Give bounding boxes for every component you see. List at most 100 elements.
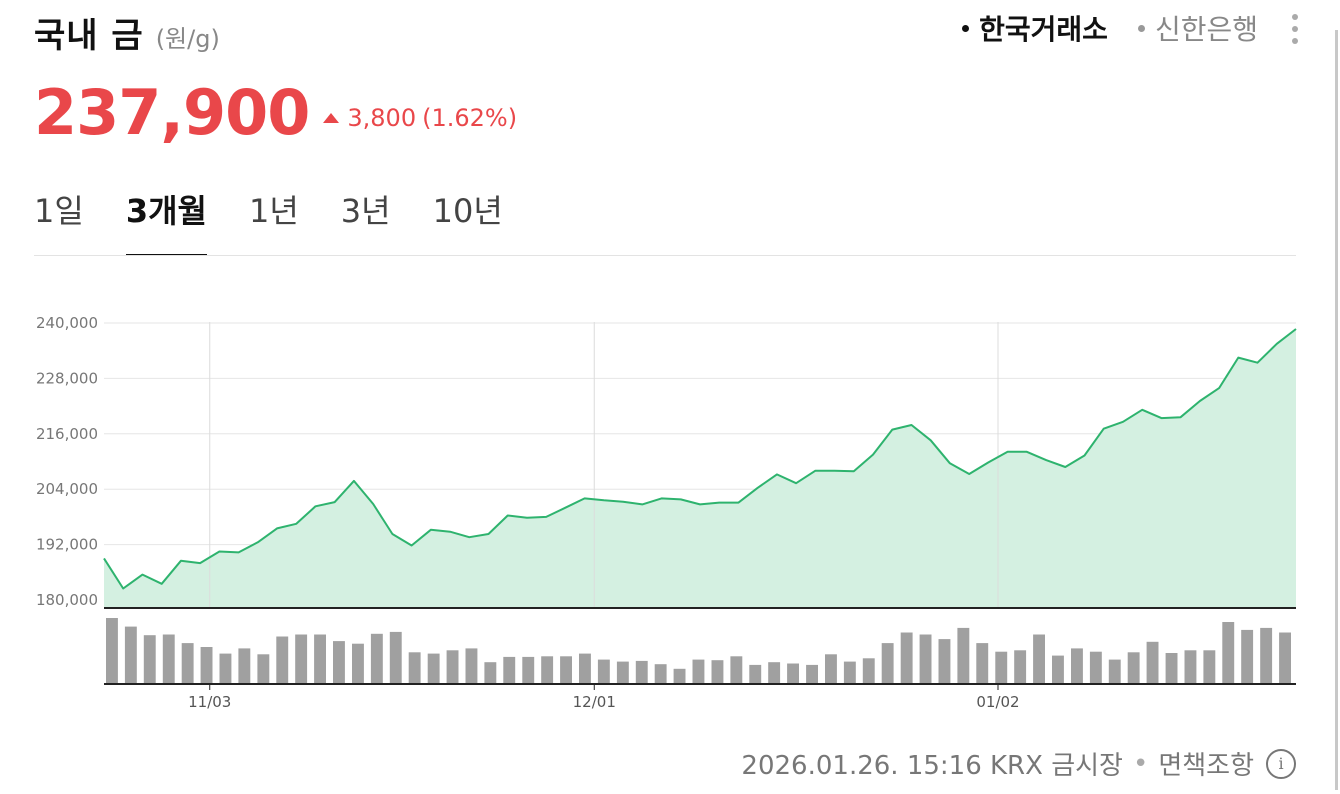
unit-label: (원/g) — [155, 25, 220, 53]
volume-bar — [522, 656, 535, 684]
volume-bar — [162, 634, 175, 684]
volume-bar — [314, 634, 326, 684]
volume-bar — [238, 648, 251, 684]
volume-bar — [389, 631, 402, 684]
volume-bar — [1146, 641, 1159, 684]
volume-bar — [352, 643, 364, 684]
volume-bar — [200, 647, 213, 684]
volume-bar — [579, 653, 591, 684]
up-triangle-icon — [323, 112, 340, 123]
volume-bar — [276, 636, 289, 684]
volume-bar — [787, 663, 799, 684]
volume-bar — [1014, 650, 1027, 684]
disclaimer-link[interactable]: 면책조항 — [1158, 751, 1254, 781]
volume-bar — [1203, 650, 1216, 684]
volume-bar — [1222, 622, 1235, 684]
price-line — [103, 328, 1297, 590]
volume-bar — [370, 633, 383, 684]
volume-bar — [446, 650, 459, 684]
volume-bar — [541, 656, 554, 684]
volume-bar — [711, 660, 724, 684]
volume-bar — [1089, 651, 1102, 684]
volume-bar — [124, 626, 137, 684]
volume-bar — [635, 660, 648, 684]
x-tick-label: 12/01 — [573, 693, 616, 711]
volume-bar — [673, 668, 686, 684]
y-tick-label: 192,000 — [36, 536, 98, 554]
separator: • — [1132, 748, 1149, 779]
volume-bar — [976, 643, 989, 684]
source-option-shinhan[interactable]: 신한은행 — [1137, 8, 1258, 48]
volume-bar — [484, 662, 497, 684]
volume-bar — [465, 648, 478, 684]
price-chart[interactable]: 240,000 228,000 216,000 204,000 192,000 180,0… — [0, 300, 1340, 720]
timestamp: 2026.01.26. 15:16 KRX 금시장 — [741, 751, 1123, 781]
volume-bar — [427, 653, 440, 684]
y-tick-label: 228,000 — [36, 369, 98, 387]
divider — [34, 255, 1296, 256]
volume-bar — [106, 618, 118, 684]
y-tick-label: 216,000 — [36, 425, 98, 443]
tab-1d[interactable]: 1일 — [34, 192, 84, 230]
volume-bar — [408, 652, 421, 684]
volume-bar — [730, 656, 743, 684]
x-tick-label: 11/03 — [188, 693, 231, 711]
source-label: 신한은행 — [1154, 13, 1258, 46]
source-option-krx[interactable]: 한국거래소 — [962, 8, 1108, 48]
current-price: 237,900 — [34, 76, 310, 149]
footer: 2026.01.26. 15:16 KRX 금시장 • 면책조항 i — [741, 745, 1296, 782]
source-selector: 한국거래소 신한은행 — [932, 8, 1258, 48]
bullet-icon — [962, 24, 970, 32]
volume-bar — [333, 641, 345, 684]
volume-bar — [503, 656, 516, 684]
volume-bar — [957, 627, 970, 684]
change-percent: (1.62%) — [422, 103, 518, 132]
volume-bar — [1052, 655, 1064, 684]
tab-10y[interactable]: 10년 — [432, 192, 503, 230]
period-tabs: 1일 3개월 1년 3년 10년 — [34, 182, 545, 256]
volume-bar — [881, 643, 894, 684]
x-tick-label: 01/02 — [976, 693, 1019, 711]
volume-bar — [181, 643, 194, 684]
info-icon[interactable]: i — [1266, 748, 1296, 779]
y-tick-label: 180,000 — [36, 591, 98, 609]
volume-bar — [1184, 650, 1197, 684]
volume-bar — [257, 654, 270, 684]
page-title: 국내 금 — [34, 16, 144, 56]
title-row: 국내 금 (원/g) — [34, 8, 220, 57]
volume-bar — [1165, 653, 1178, 684]
volume-bar — [1127, 652, 1140, 684]
change-amount: 3,800 — [347, 103, 417, 132]
volume-bar — [938, 639, 951, 684]
source-label: 한국거래소 — [979, 13, 1108, 46]
volume-bar — [654, 664, 667, 684]
scrollbar[interactable] — [1335, 30, 1338, 790]
tab-3m[interactable]: 3개월 — [125, 182, 207, 256]
kebab-menu-icon[interactable] — [1290, 14, 1300, 44]
volume-bar — [1279, 632, 1291, 684]
volume-bar — [995, 651, 1008, 684]
tab-3y[interactable]: 3년 — [340, 192, 391, 230]
volume-bar — [843, 661, 856, 684]
bullet-icon — [1137, 24, 1145, 32]
volume-bar — [143, 635, 156, 684]
volume-bar — [862, 658, 875, 684]
price-row: 237,900 3,800 (1.62%) — [34, 76, 517, 149]
volume-bar — [1033, 634, 1045, 684]
volume-bar — [692, 659, 705, 684]
volume-bar — [1108, 659, 1121, 684]
price-change: 3,800 (1.62%) — [323, 104, 517, 132]
tab-1y[interactable]: 1년 — [248, 192, 299, 230]
volume-bar — [749, 664, 762, 684]
volume-bar — [806, 664, 818, 684]
volume-bar — [1071, 648, 1083, 684]
volume-bar — [1260, 627, 1273, 684]
volume-bar — [919, 634, 932, 684]
volume-bar — [597, 659, 610, 684]
volume-bar — [900, 632, 913, 684]
y-tick-label: 204,000 — [36, 480, 98, 498]
volume-bar — [616, 661, 629, 684]
price-area — [104, 329, 1296, 608]
volume-bar — [1241, 629, 1254, 684]
volume-bar — [768, 662, 781, 684]
